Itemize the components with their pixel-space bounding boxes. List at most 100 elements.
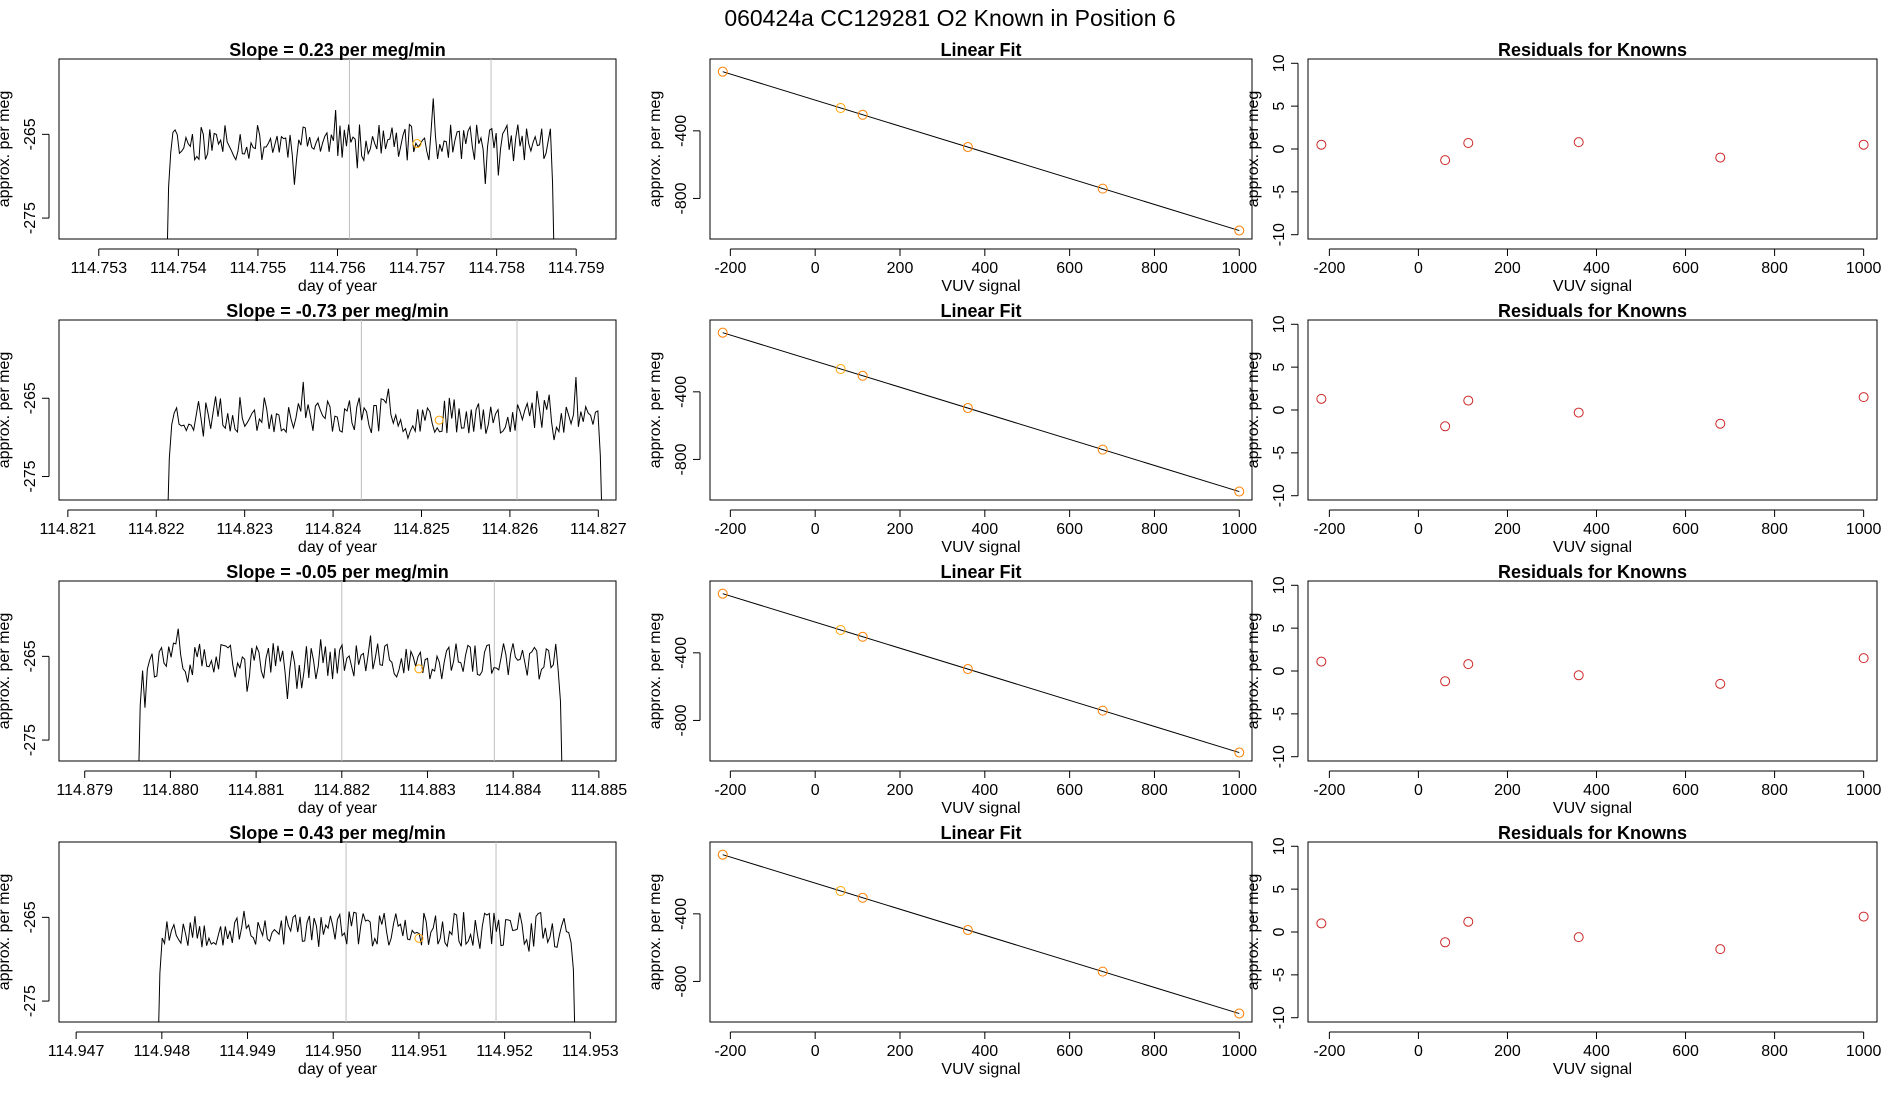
panel-residuals-row-2: Residuals for Knowns-200 0 200 400 600 800 100… xyxy=(1245,301,1882,556)
panel-timeseries-row-4: Slope = 0.43 per meg/min 114.947 114.948 11… xyxy=(0,823,619,1078)
panel-fit-row-2: Linear Fit -200 0 200 400 600 800 1000 VUV signa… xyxy=(647,301,1257,556)
x-tick-label: 114.882 xyxy=(313,782,370,799)
x-tick-label: 114.881 xyxy=(228,782,285,799)
x-axis-label: VUV signal xyxy=(1553,1061,1632,1078)
figure-title: 060424a CC129281 O2 Known in Position 6 xyxy=(724,5,1175,31)
x-tick-label: 114.754 xyxy=(150,260,207,277)
x-tick-label: -200 xyxy=(1313,521,1345,538)
plot-data xyxy=(1316,137,1869,166)
y-tick-label: -275 xyxy=(22,724,39,756)
x-tick-label: -200 xyxy=(1313,782,1345,799)
y-tick-label: 10 xyxy=(1271,837,1288,855)
x-tick-label: 0 xyxy=(811,1043,820,1060)
y-tick-label: -10 xyxy=(1271,1006,1288,1029)
x-tick-label: 200 xyxy=(887,260,914,277)
x-axis-label: VUV signal xyxy=(941,1061,1020,1078)
x-axis-label: VUV signal xyxy=(1553,539,1632,556)
x-tick-label: 0 xyxy=(1414,260,1423,277)
plot-data xyxy=(166,59,555,239)
y-tick-label: 10 xyxy=(1271,576,1288,594)
plot-data xyxy=(158,842,576,1022)
x-tick-label: 200 xyxy=(1494,521,1521,538)
residual-point xyxy=(1858,653,1869,664)
x-axis-label: VUV signal xyxy=(941,278,1020,295)
fit-line xyxy=(722,332,1240,493)
x-tick-label: 200 xyxy=(887,521,914,538)
known-point-marker xyxy=(414,933,424,943)
y-tick-label: -265 xyxy=(22,640,39,672)
x-tick-label: 114.821 xyxy=(40,521,97,538)
x-axis-label: VUV signal xyxy=(1553,278,1632,295)
residual-point xyxy=(1573,137,1584,148)
x-tick-label: 114.758 xyxy=(468,260,525,277)
plot-frame xyxy=(709,841,1253,1023)
x-tick-label: 0 xyxy=(1414,782,1423,799)
x-tick-label: 114.950 xyxy=(305,1043,362,1060)
x-tick-label: 114.953 xyxy=(562,1043,619,1060)
timeseries-line xyxy=(166,98,555,239)
plot-frame xyxy=(709,319,1253,501)
fit-point xyxy=(1097,444,1108,455)
y-tick-label: -10 xyxy=(1271,745,1288,768)
x-tick-label: 800 xyxy=(1141,521,1168,538)
x-tick-label: 600 xyxy=(1056,260,1083,277)
residual-point xyxy=(1440,155,1451,166)
plot-frame xyxy=(1307,58,1878,240)
y-axis-label: approx. per meg xyxy=(1245,613,1262,730)
residual-point xyxy=(1573,407,1584,418)
fit-point xyxy=(717,849,728,860)
residual-point xyxy=(1463,659,1474,670)
x-tick-label: 800 xyxy=(1141,782,1168,799)
y-axis-label: approx. per meg xyxy=(1245,874,1262,991)
plot-frame xyxy=(58,580,617,762)
y-tick-label: -400 xyxy=(673,115,690,147)
x-tick-label: 1000 xyxy=(1846,1043,1882,1060)
panel-residuals-row-3: Residuals for Knowns-200 0 200 400 600 800 100… xyxy=(1245,562,1882,817)
y-tick-label: -5 xyxy=(1271,446,1288,460)
fit-point xyxy=(835,625,846,636)
panel-title: Linear Fit xyxy=(940,301,1021,321)
x-tick-label: 200 xyxy=(887,1043,914,1060)
y-axis-label: approx. per meg xyxy=(1245,91,1262,208)
x-tick-label: 400 xyxy=(971,782,998,799)
x-tick-label: 200 xyxy=(887,782,914,799)
x-tick-label: 600 xyxy=(1056,782,1083,799)
fit-point xyxy=(1234,486,1245,497)
fit-point xyxy=(1234,747,1245,758)
residual-point xyxy=(1316,393,1327,404)
x-tick-label: 114.949 xyxy=(219,1043,276,1060)
x-tick-label: 114.756 xyxy=(309,260,366,277)
fit-point xyxy=(835,103,846,114)
x-tick-label: 114.822 xyxy=(128,521,185,538)
residual-point xyxy=(1573,670,1584,681)
y-tick-label: -800 xyxy=(673,704,690,736)
fit-point xyxy=(857,370,868,381)
y-axis-label: approx. per meg xyxy=(647,91,664,208)
x-tick-label: 200 xyxy=(1494,782,1521,799)
x-tick-label: 114.755 xyxy=(230,260,287,277)
plot-frame xyxy=(58,841,617,1023)
y-tick-label: -265 xyxy=(22,118,39,150)
residual-point xyxy=(1858,911,1869,922)
residual-point xyxy=(1715,944,1726,955)
residual-point xyxy=(1440,676,1451,687)
residual-point xyxy=(1858,392,1869,403)
x-tick-label: 1000 xyxy=(1221,260,1257,277)
residual-point xyxy=(1440,937,1451,948)
plot-data xyxy=(1316,653,1869,689)
x-tick-label: 0 xyxy=(811,260,820,277)
x-tick-label: 0 xyxy=(1414,1043,1423,1060)
x-tick-label: 600 xyxy=(1672,521,1699,538)
y-tick-label: -800 xyxy=(673,965,690,997)
timeseries-line xyxy=(138,628,563,761)
x-tick-label: -200 xyxy=(714,260,746,277)
x-tick-label: 400 xyxy=(971,521,998,538)
known-point-marker xyxy=(412,139,422,149)
plot-data xyxy=(717,66,1245,236)
plot-data xyxy=(1316,392,1869,432)
x-tick-label: 1000 xyxy=(1221,782,1257,799)
fit-point xyxy=(717,327,728,338)
x-tick-label: 1000 xyxy=(1846,521,1882,538)
y-tick-label: -265 xyxy=(22,382,39,414)
x-tick-label: 114.757 xyxy=(389,260,446,277)
